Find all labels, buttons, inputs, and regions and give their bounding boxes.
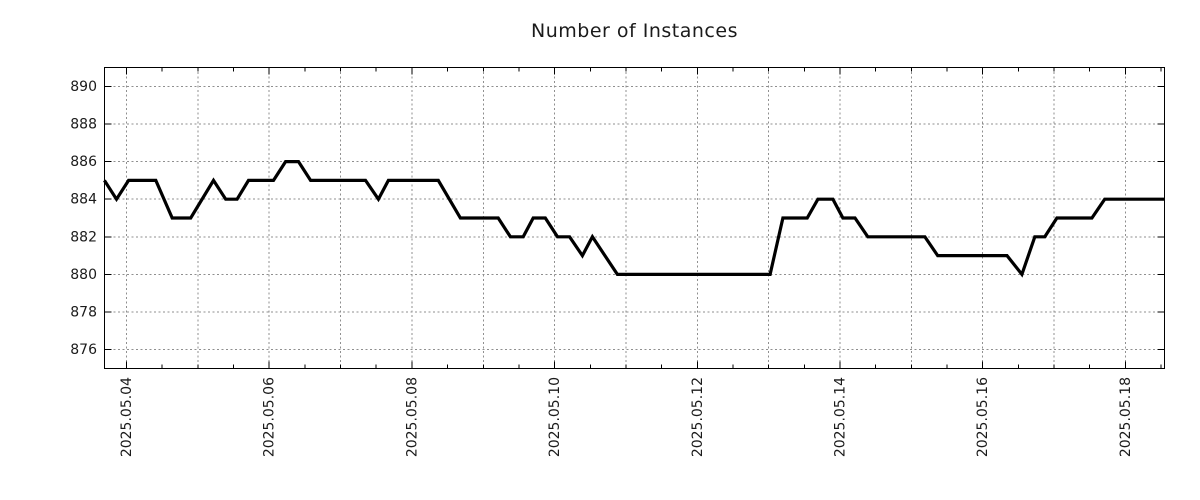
chart-title: Number of Instances [531, 20, 738, 42]
series-line-instances [103, 160, 1165, 278]
y-tick-label: 888 [70, 116, 97, 132]
y-tick-label: 890 [70, 79, 97, 95]
y-tick-label: 878 [70, 305, 97, 321]
x-tick-label: 2025.05.18 [1118, 377, 1134, 457]
x-tick-label: 2025.05.12 [690, 377, 706, 457]
plot-border [104, 67, 1165, 369]
y-tick-label: 882 [70, 229, 97, 245]
y-tick-label: 876 [70, 342, 97, 358]
y-tick-label: 880 [70, 267, 97, 283]
x-tick-label: 2025.05.10 [547, 377, 563, 457]
x-tick-label: 2025.05.16 [975, 377, 991, 457]
y-tick-labels: 876 878 880 882 884 886 888 890 [70, 79, 97, 358]
x-tick-label: 2025.05.14 [833, 377, 849, 457]
y-tick-label: 884 [70, 192, 97, 208]
x-tick-label: 2025.05.06 [262, 377, 278, 457]
axis-ticks [104, 67, 1165, 369]
y-tick-label: 886 [70, 154, 97, 170]
x-tick-label: 2025.05.04 [119, 377, 135, 457]
x-tick-labels: 2025.05.04 2025.05.06 2025.05.08 2025.05.10… [119, 377, 1134, 457]
gridlines [104, 67, 1165, 369]
x-tick-label: 2025.05.08 [404, 377, 420, 457]
